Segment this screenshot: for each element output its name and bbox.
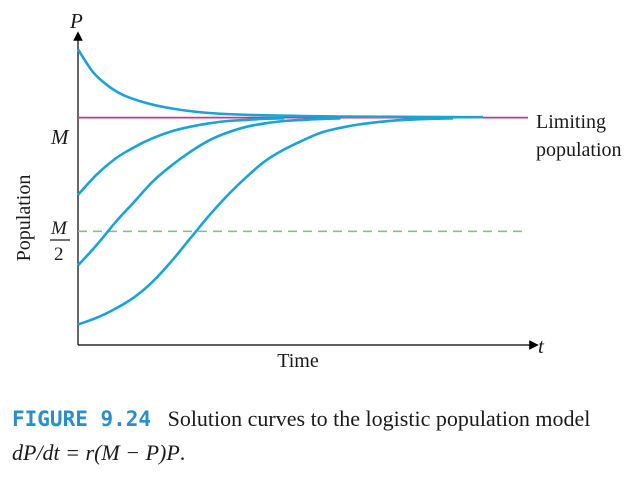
caption-text: Solution curves to the logistic populati…	[167, 406, 591, 431]
solution-curve-upper	[77, 117, 285, 196]
y-axis-symbol: P	[69, 9, 83, 33]
solution-curve-above-limit	[76, 48, 484, 119]
solution-curve-lower	[77, 117, 454, 326]
caption-end: .	[179, 440, 186, 465]
logistic-chart: P t Population Time M M 2 Limiting popul…	[13, 9, 622, 372]
figure-label: FIGURE 9.24	[12, 407, 152, 431]
limiting-population-label-line2: population	[536, 139, 622, 161]
solution-curve-middle	[77, 117, 341, 267]
y-tick-M: M	[50, 125, 70, 149]
caption-equation: dP/dt = r(M − P)P	[12, 440, 180, 465]
x-axis-label: Time	[277, 350, 319, 372]
x-axis-symbol: t	[538, 334, 545, 358]
figure-caption: FIGURE 9.24 Solution curves to the logis…	[12, 402, 632, 470]
y-tick-half-denominator: 2	[54, 244, 64, 265]
y-tick-half-numerator: M	[50, 218, 68, 239]
limiting-population-label-line1: Limiting	[536, 111, 606, 133]
y-axis-label: Population	[13, 175, 35, 262]
